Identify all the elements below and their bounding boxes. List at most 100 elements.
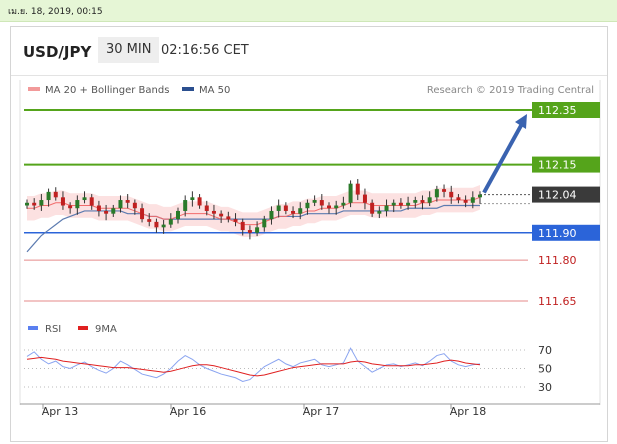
ma20-legend-label: MA 20 + Bollinger Bands (45, 85, 169, 96)
candle (118, 195, 123, 213)
candle-body (355, 183, 360, 195)
candle-body (161, 224, 166, 228)
candle (478, 191, 482, 204)
candle-body (341, 202, 346, 206)
candle-body (32, 202, 37, 206)
candle-body (125, 200, 130, 203)
rsi-ma-line (26, 356, 481, 377)
candle (255, 221, 260, 237)
ma50-legend-label: MA 50 (199, 85, 230, 96)
candle-body (82, 197, 87, 201)
candle-body (391, 202, 396, 206)
candle-body (456, 197, 461, 201)
candle-body (269, 210, 274, 220)
candle-body (197, 197, 202, 206)
candle (204, 200, 209, 216)
candle-body (46, 191, 51, 201)
ma50-legend-swatch (182, 87, 194, 91)
timeframe-badge[interactable]: 30 MIN (98, 37, 160, 63)
candle-body (168, 219, 173, 225)
candle-body (25, 202, 29, 206)
candle (161, 219, 166, 234)
candle-body (140, 208, 145, 220)
candle-body (262, 219, 267, 228)
candle (233, 213, 238, 227)
candle (111, 204, 116, 217)
rsi-panel: 70 50 30 (24, 344, 552, 394)
candle (449, 185, 454, 204)
level-label-1: 112.15 (538, 159, 577, 172)
candle-body (427, 197, 432, 203)
candle (348, 180, 353, 208)
rsi-legend-label: RSI (45, 324, 61, 335)
candle (25, 199, 29, 209)
candle (298, 202, 303, 220)
candle (427, 191, 432, 207)
candle (377, 206, 382, 219)
candle (341, 196, 346, 209)
candle (226, 211, 231, 223)
candle (46, 188, 51, 207)
candle-body (255, 227, 260, 233)
candle (434, 185, 439, 202)
candle (53, 187, 58, 201)
candle-body (334, 205, 339, 209)
candle (240, 218, 245, 236)
arrow-shaft (482, 121, 525, 194)
candle-body (283, 205, 288, 211)
candle-body (305, 202, 310, 209)
candle-body (312, 200, 317, 203)
candle-body (463, 200, 468, 203)
candle-body (406, 202, 411, 206)
candle-body (233, 219, 238, 222)
candle (247, 225, 252, 240)
candle (391, 199, 396, 213)
candle-body (118, 200, 123, 209)
candle (154, 218, 159, 233)
candle (355, 179, 360, 201)
level-label-3: 111.90 (538, 227, 577, 240)
candle-body (147, 219, 152, 222)
candle (147, 213, 152, 227)
candle (176, 207, 180, 224)
candle (406, 196, 411, 210)
candle (219, 210, 224, 223)
chart-card: USD/JPY 30 MIN 02:16:56 CET (10, 26, 608, 442)
candle-body (291, 210, 296, 214)
candle-body (413, 200, 418, 203)
candle-body (384, 205, 389, 211)
x-tick-label: Apr 16 (170, 405, 207, 418)
candle (413, 196, 418, 209)
candle (104, 204, 109, 221)
moving-average-layer (26, 196, 481, 253)
candle-body (190, 197, 195, 201)
candle (168, 213, 173, 228)
candle-body (398, 202, 403, 206)
candle (32, 198, 37, 210)
candle (75, 195, 80, 215)
candle-body (348, 183, 353, 203)
candle-body (442, 189, 447, 192)
candle-body (183, 200, 188, 211)
level-tag-3 (532, 224, 600, 241)
candle-body (327, 205, 331, 209)
candle (132, 199, 137, 215)
candle-body (111, 208, 116, 214)
level-label-4: 111.80 (538, 254, 577, 267)
candle (398, 198, 403, 209)
currency-pair-title: USD/JPY (23, 43, 92, 61)
candle (442, 184, 447, 198)
arrow-head (515, 114, 527, 129)
candle-body (132, 202, 137, 209)
candle (140, 203, 145, 223)
candle-body (176, 210, 180, 220)
level-tag-1 (532, 156, 600, 173)
datetime-label: เม.ย. 18, 2019, 00:15 (8, 7, 103, 17)
candle (96, 200, 101, 217)
ma20-line (27, 196, 481, 226)
candle-body (434, 189, 439, 198)
candle-body (470, 197, 475, 203)
candle (305, 199, 310, 215)
candle (312, 195, 317, 207)
